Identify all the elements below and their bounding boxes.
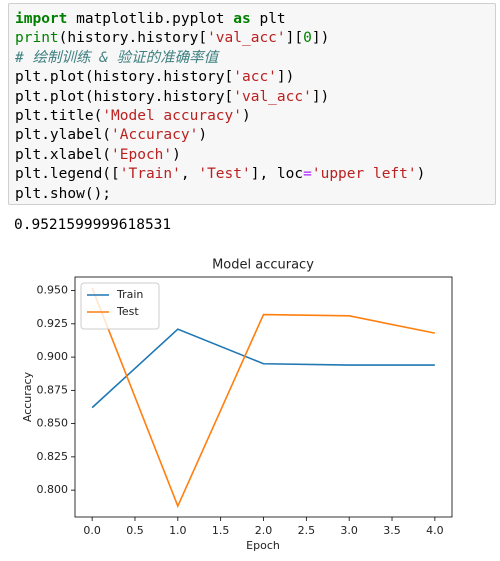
x-tick-label: 0.5 xyxy=(126,524,144,537)
y-tick-label: 0.925 xyxy=(37,317,69,330)
code-line: plt.xlabel('Epoch') xyxy=(15,146,181,163)
code-line: plt.legend(['Train', 'Test'], loc='upper… xyxy=(15,166,426,183)
code-line: plt.plot(history.history['val_acc']) xyxy=(15,88,330,105)
code-line: plt.plot(history.history['acc']) xyxy=(15,69,295,86)
chart-title: Model accuracy xyxy=(212,258,314,273)
y-tick-label: 0.900 xyxy=(37,350,69,363)
code-cell[interactable]: import matplotlib.pyplot as plt print(his… xyxy=(8,3,496,205)
x-axis-label: Epoch xyxy=(246,539,280,552)
x-tick-label: 4.0 xyxy=(426,524,444,537)
code-line: plt.show(); xyxy=(15,185,112,202)
code-line: print(history.history['val_acc'][0]) xyxy=(15,30,330,47)
y-tick-label: 0.800 xyxy=(37,483,69,496)
x-tick-label: 3.0 xyxy=(340,524,358,537)
x-tick-label: 2.0 xyxy=(255,524,273,537)
code-line: plt.title('Model accuracy') xyxy=(15,108,251,125)
y-tick-label: 0.825 xyxy=(37,450,69,463)
code-line: plt.ylabel('Accuracy') xyxy=(15,127,208,144)
y-tick-label: 0.850 xyxy=(37,417,69,430)
y-axis-label: Accuracy xyxy=(21,371,34,422)
series-line xyxy=(91,287,436,509)
series-line xyxy=(91,328,435,409)
code-line: import matplotlib.pyplot as plt xyxy=(15,11,286,27)
x-tick-label: 2.5 xyxy=(298,524,316,537)
cell-output: 0.9521599999618531 xyxy=(14,217,172,233)
chart: Model accuracy Epoch Accuracy 0.0 0.5 1.0 1… xyxy=(21,258,453,552)
code-line: # 绘制训练 & 验证的准确率值 xyxy=(15,49,219,66)
y-tick-label: 0.950 xyxy=(37,284,69,297)
y-tick-label: 0.875 xyxy=(37,383,69,396)
x-tick-label: 0.0 xyxy=(83,524,101,537)
x-tick-label: 1.0 xyxy=(169,524,187,537)
x-tick-label: 1.5 xyxy=(212,524,230,537)
legend-label: Test xyxy=(116,305,139,318)
x-tick-label: 3.5 xyxy=(383,524,401,537)
legend-label: Train xyxy=(116,288,143,301)
